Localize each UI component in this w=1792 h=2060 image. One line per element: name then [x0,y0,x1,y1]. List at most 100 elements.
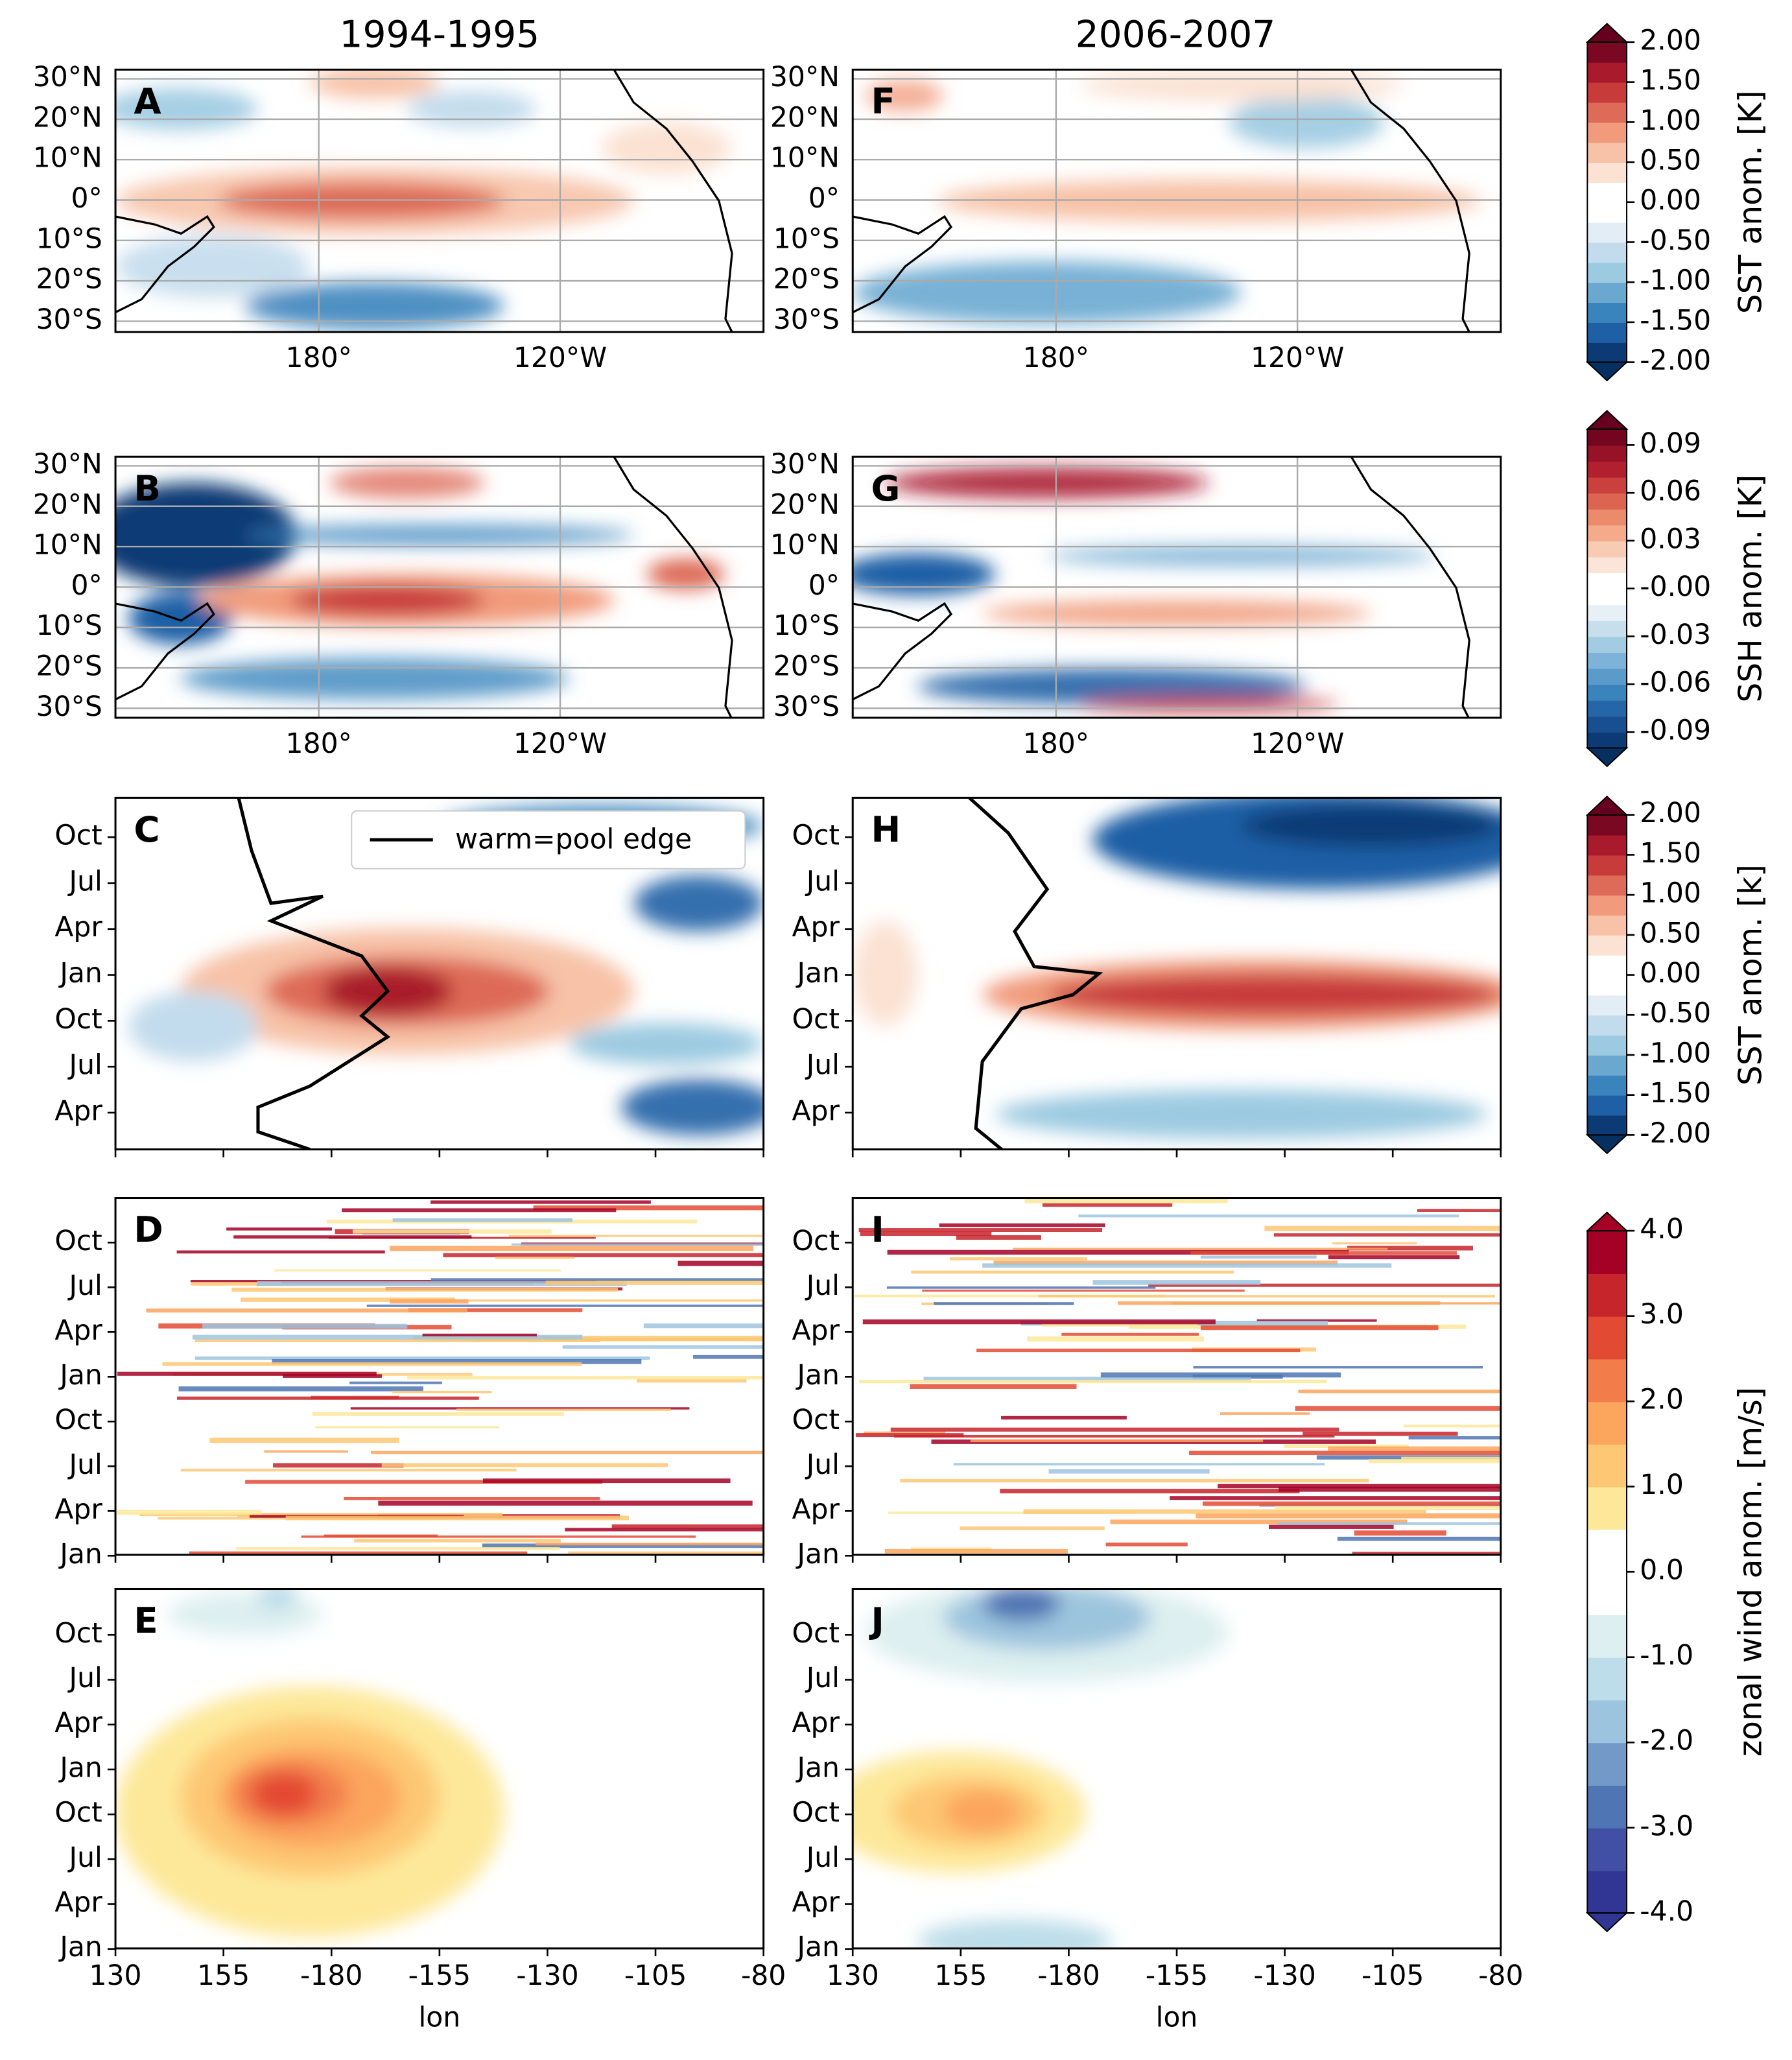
field-stripe [910,1384,1077,1389]
colorbar-band [1587,477,1627,494]
field-stripe [1100,1372,1341,1378]
time-tick-label: Apr [792,1887,840,1919]
colorbar-tick-label: 1.0 [1640,1469,1684,1501]
field-blob [569,1023,764,1065]
time-tick-label: Oct [54,820,102,852]
lat-tick-label: 10°N [770,530,840,562]
colorbar-band [1587,242,1627,263]
colorbar-band [1587,1316,1627,1360]
colorbar-band [1587,1054,1627,1076]
colorbar-band [1587,652,1627,669]
lon-tick-label: 180° [1023,728,1089,760]
time-tick-label: Apr [54,1887,102,1919]
field-stripe [312,1412,565,1416]
colorbar-tick-label: -2.0 [1640,1725,1693,1757]
field-stripe [414,1299,764,1302]
field-stripe [508,1235,764,1237]
colorbar-band [1587,162,1627,183]
field-stripe [408,1308,583,1312]
field-stripe [1284,1444,1409,1449]
field-stripe [195,1356,650,1360]
lon-tick-label: 120°W [1251,728,1344,760]
column-title: 2006-2007 [1076,13,1276,56]
field-stripe [195,1339,600,1342]
field-stripe [378,1500,753,1506]
field-stripe [390,1246,753,1251]
colorbar-band [1587,1657,1627,1701]
field-stripe [381,1463,668,1467]
field-stripe [1190,1251,1457,1255]
coastline [853,602,953,701]
colorbar-band [1587,182,1627,203]
field-blob [633,875,764,932]
panel-letter: C [134,809,159,850]
colorbar-band [1587,1358,1627,1403]
colorbar-tick-label: -2.00 [1640,1118,1711,1150]
field-blob [937,180,1481,222]
field-stripe [1298,1390,1501,1393]
panel-field [853,1198,1501,1555]
lat-tick-label: 10°N [33,143,102,174]
field-stripe [1203,1501,1501,1506]
colorbar-tick-label: 0.00 [1640,958,1701,989]
colorbar-band [1587,1115,1627,1136]
field-stripe [192,1334,583,1340]
colorbar-band [1587,636,1627,653]
lat-tick-label: 20°N [33,102,102,134]
colorbar-band [1587,875,1627,896]
field-stripe [1110,1519,1408,1524]
field [853,798,1501,1139]
coastline [613,456,733,718]
colorbar-band [1587,1827,1627,1871]
lat-tick-label: 10°S [773,223,840,255]
field-stripe [1200,1255,1317,1259]
field-stripe [272,1358,642,1364]
colorbar-tick-label: 1.50 [1640,838,1701,870]
colorbar-band [1587,262,1627,283]
panel-letter: A [134,80,161,122]
panel-field [115,456,764,718]
field-stripe [1352,1552,1501,1555]
field [853,1589,1229,1948]
field-blob [1079,69,1404,101]
colorbar-tick-label: -0.50 [1640,998,1711,1030]
panel-letter: J [869,1600,884,1641]
field-blob [1228,95,1384,148]
x-tick-label: -180 [300,1960,362,1992]
field-stripe [430,1200,651,1204]
field-stripe [1013,1248,1388,1250]
x-tick-label: -80 [1478,1960,1523,1992]
lat-tick-label: 30°N [33,62,102,93]
panel-letter: F [871,80,895,122]
field-stripe [350,1407,690,1410]
field-stripe [482,1478,731,1484]
field-stripe [1328,1255,1460,1260]
field-stripe [1256,1319,1377,1322]
time-tick-label: Jul [67,1050,102,1082]
field-stripe [430,1278,764,1281]
x-tick-label: 130 [89,1960,142,1992]
time-tick-label: Oct [54,1225,102,1257]
colorbar-band [1587,1614,1627,1658]
field-stripe [285,1515,629,1521]
field-stripe [864,1431,946,1434]
x-tick-label: 155 [934,1960,987,1992]
field-blob [917,1919,1113,1948]
field-stripe [139,1513,502,1517]
field-stripe [257,1281,627,1286]
field-blob [885,467,1209,499]
colorbar-tick-label: -0.09 [1640,715,1711,746]
field-stripe [178,1386,423,1391]
x-axis-label: lon [418,2002,460,2034]
lat-tick-label: 20°N [33,489,102,521]
field-stripe [1408,1436,1501,1439]
field-stripe [1048,1469,1210,1474]
field-stripe [1042,1203,1173,1207]
time-tick-label: Jul [67,1270,102,1302]
time-tick-label: Oct [54,1404,102,1436]
lon-tick-label: 180° [286,728,352,760]
field-stripe [1269,1524,1394,1529]
panel-field [115,1589,764,1948]
field-stripe [1061,1332,1199,1336]
panel-letter: H [871,809,901,850]
